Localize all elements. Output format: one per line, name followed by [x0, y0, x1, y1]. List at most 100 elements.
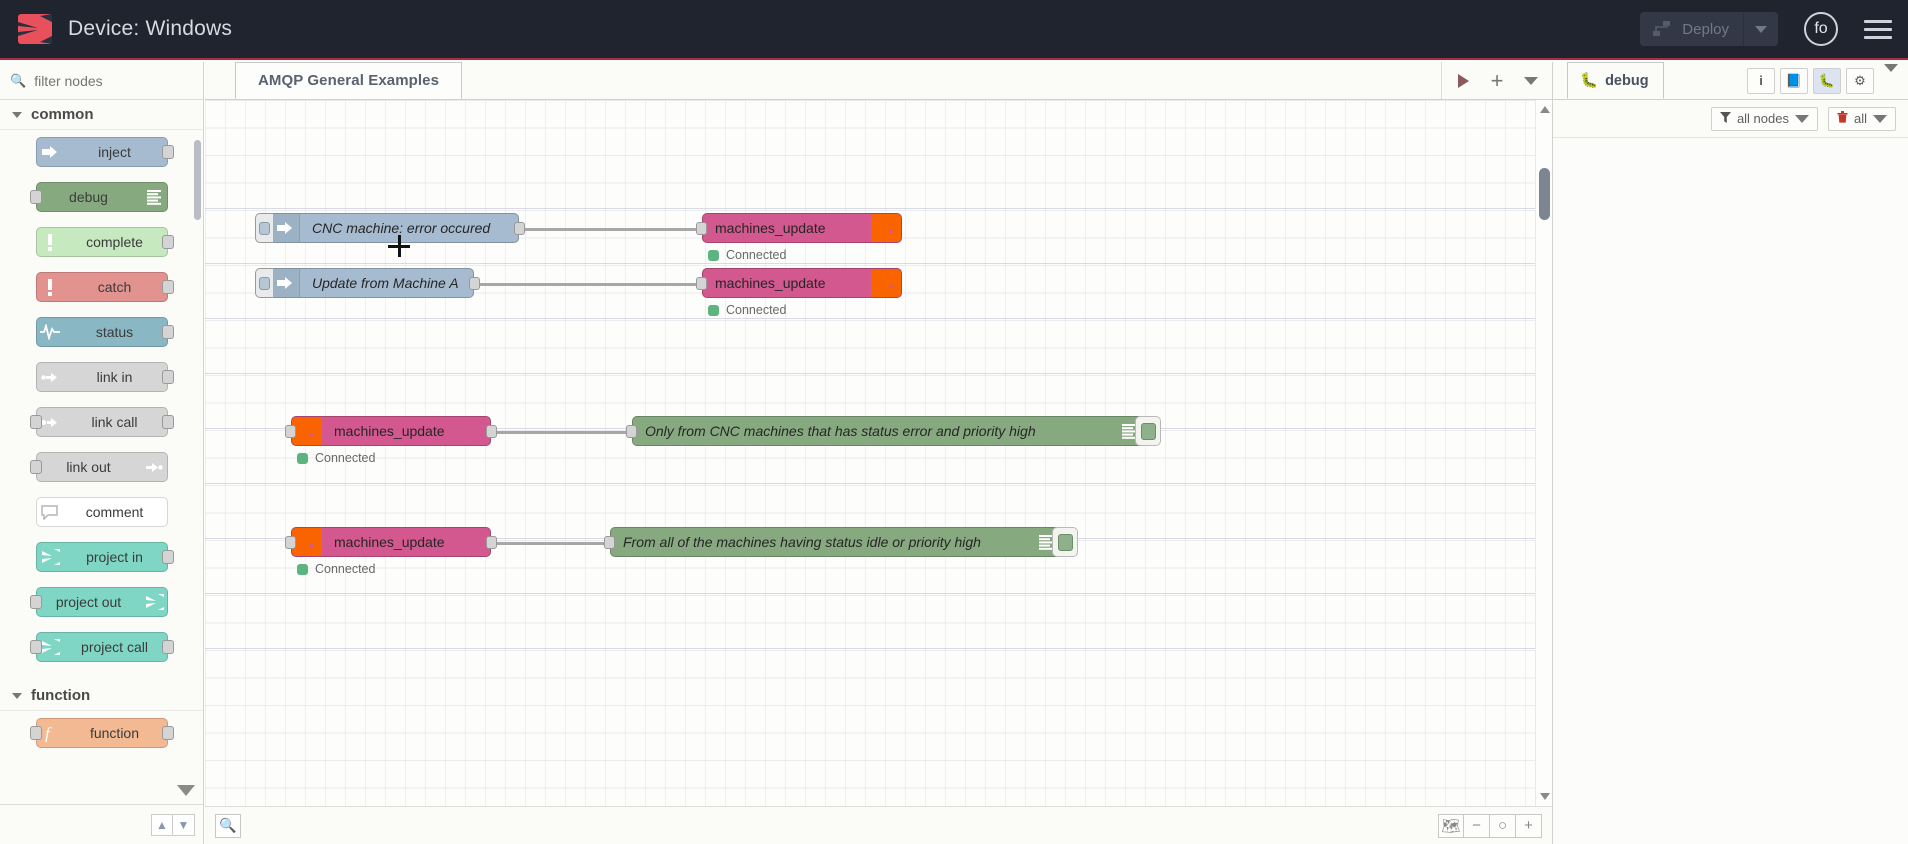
map-icon[interactable]: 🗺: [1438, 813, 1464, 838]
triangle-down-icon[interactable]: [1540, 793, 1550, 800]
output-port[interactable]: [161, 370, 174, 384]
triangle-down-icon[interactable]: [177, 785, 195, 796]
triangle-up-icon[interactable]: [1540, 106, 1550, 113]
hamburger-menu-icon[interactable]: [1864, 19, 1892, 39]
flow-node-amqp-in-machines-update-2[interactable]: machines_update: [285, 527, 497, 557]
inject-trigger-button[interactable]: [255, 268, 273, 298]
input-port[interactable]: [604, 536, 615, 549]
palette-node-status[interactable]: status: [35, 317, 174, 347]
debug-message-list[interactable]: [1553, 139, 1908, 844]
input-port[interactable]: [696, 277, 707, 290]
search-icon[interactable]: 🔍: [215, 813, 241, 838]
tab-menu-button[interactable]: [1514, 62, 1548, 99]
expand-all-icon[interactable]: ▼: [173, 813, 195, 836]
palette-node-link-out[interactable]: link out: [29, 452, 168, 482]
output-port[interactable]: [514, 222, 525, 235]
debug-enable-toggle[interactable]: [1135, 416, 1161, 446]
info-tab-button[interactable]: i: [1747, 67, 1775, 94]
flow-canvas[interactable]: CNC machine: error occured machines_upda…: [205, 100, 1535, 806]
gear-icon[interactable]: ⚙: [1846, 67, 1874, 94]
palette-node-comment[interactable]: comment: [35, 497, 168, 527]
collapse-all-icon[interactable]: ▲: [151, 813, 173, 836]
output-port[interactable]: [161, 235, 174, 249]
palette-node-label: project in: [86, 549, 143, 565]
output-port[interactable]: [161, 280, 174, 294]
zoom-in-button[interactable]: +: [1516, 813, 1542, 838]
palette-category-function[interactable]: function: [0, 681, 203, 711]
input-port[interactable]: [29, 415, 42, 429]
canvas-vertical-scrollbar[interactable]: [1535, 100, 1552, 806]
node-filter-dropdown[interactable]: all nodes: [1710, 106, 1818, 131]
deploy-dropdown-button[interactable]: [1744, 12, 1778, 46]
zoom-out-button[interactable]: −: [1464, 813, 1490, 838]
tab-debug[interactable]: 🐛 debug: [1567, 62, 1664, 99]
vertical-scroll-thumb[interactable]: [1539, 168, 1550, 220]
wire-n1-n2[interactable]: [522, 228, 702, 231]
rabbitmq-icon: [871, 214, 901, 242]
palette-node-label: inject: [98, 144, 131, 160]
tab-amqp-general-examples[interactable]: AMQP General Examples: [235, 62, 463, 99]
output-port[interactable]: [161, 145, 174, 159]
input-port[interactable]: [29, 640, 42, 654]
wire-n3-n4[interactable]: [477, 283, 702, 286]
flow-node-inject-update-machine-a[interactable]: Update from Machine A: [255, 268, 480, 298]
palette-footer: ▲ ▼: [0, 804, 203, 844]
palette-node-project-call[interactable]: project call: [29, 632, 174, 662]
input-port[interactable]: [626, 425, 637, 438]
palette-node-label: project out: [55, 594, 122, 610]
output-port[interactable]: [161, 325, 174, 339]
run-flow-button[interactable]: [1446, 62, 1480, 99]
palette-node-list[interactable]: common inject debug: [0, 100, 203, 804]
flow-node-amqp-out-machines-update-1[interactable]: machines_update: [696, 213, 902, 243]
flow-node-inject-cnc-error[interactable]: CNC machine: error occured: [255, 213, 525, 243]
inject-trigger-button[interactable]: [255, 213, 273, 243]
input-port[interactable]: [285, 536, 296, 549]
output-port[interactable]: [486, 425, 497, 438]
debug-tab-button[interactable]: 🐛: [1813, 67, 1841, 94]
palette-search-row[interactable]: 🔍: [0, 62, 203, 100]
input-port[interactable]: [29, 190, 42, 204]
input-port[interactable]: [696, 222, 707, 235]
add-tab-button[interactable]: +: [1480, 62, 1514, 99]
palette-node-project-out[interactable]: project out: [29, 587, 168, 617]
deploy-button-main[interactable]: Deploy: [1640, 12, 1744, 46]
flow-node-amqp-in-machines-update-1[interactable]: machines_update: [285, 416, 497, 446]
output-port[interactable]: [161, 415, 174, 429]
avatar-initials: fo: [1814, 20, 1828, 37]
palette-category-common[interactable]: common: [0, 100, 203, 130]
flow-node-debug-cnc-error-priority-high[interactable]: Only from CNC machines that has status e…: [626, 416, 1161, 446]
debug-lines-icon: [1114, 417, 1144, 445]
palette-node-inject[interactable]: inject: [35, 137, 174, 167]
palette-node-project-in[interactable]: project in: [35, 542, 174, 572]
clear-messages-button[interactable]: all: [1827, 106, 1896, 131]
palette-node-catch[interactable]: catch: [35, 272, 174, 302]
sidebar-menu-button[interactable]: [1884, 63, 1898, 90]
avatar[interactable]: fo: [1804, 12, 1838, 46]
wire-n5-n6[interactable]: [494, 431, 634, 434]
input-port[interactable]: [29, 595, 42, 609]
palette-node-link-call[interactable]: link call: [29, 407, 174, 437]
zoom-reset-button[interactable]: ○: [1490, 813, 1516, 838]
input-port[interactable]: [285, 425, 296, 438]
flow-node-amqp-out-machines-update-2[interactable]: machines_update: [696, 268, 902, 298]
deploy-button[interactable]: Deploy: [1640, 12, 1778, 46]
book-icon[interactable]: 📘: [1780, 67, 1808, 94]
palette-node-function[interactable]: f function: [29, 718, 174, 748]
flow-node-debug-idle-priority-high[interactable]: From all of the machines having status i…: [604, 527, 1078, 557]
status-dot-icon: [297, 563, 308, 575]
palette-node-complete[interactable]: complete: [35, 227, 174, 257]
wire-n7-n8[interactable]: [494, 542, 612, 545]
palette-node-link-in[interactable]: link in: [35, 362, 174, 392]
debug-enable-toggle[interactable]: [1052, 527, 1078, 557]
output-port[interactable]: [161, 550, 174, 564]
output-port[interactable]: [161, 726, 174, 740]
input-port[interactable]: [29, 460, 42, 474]
output-port[interactable]: [486, 536, 497, 549]
palette-scrollbar[interactable]: [194, 140, 201, 220]
flow-node-label: Update from Machine A: [312, 275, 459, 291]
output-port[interactable]: [469, 277, 480, 290]
input-port[interactable]: [29, 726, 42, 740]
search-input[interactable]: [32, 71, 183, 90]
palette-node-debug[interactable]: debug: [29, 182, 168, 212]
output-port[interactable]: [161, 640, 174, 654]
